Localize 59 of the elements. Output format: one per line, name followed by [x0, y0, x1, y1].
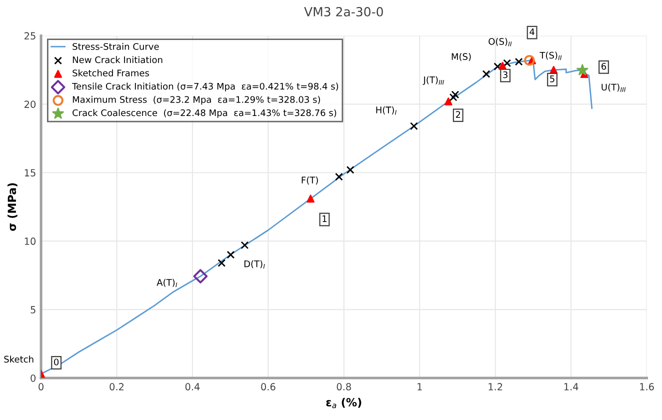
x-tick-label: 0.8 — [336, 383, 351, 390]
x-tick-label: 0.4 — [185, 383, 200, 390]
point — [335, 172, 343, 181]
point — [498, 62, 506, 70]
annotation: 0 — [54, 358, 59, 366]
annotation: D(T)$_{I}$ — [244, 260, 265, 269]
legend-label: New Crack Initiation — [72, 56, 162, 64]
annotation: F(T) — [302, 176, 318, 185]
point — [503, 59, 512, 68]
point — [449, 93, 458, 102]
point — [514, 58, 523, 66]
legend-label: Maximum Stress (σ=23.2 Mpa εa=1.29% t=328.03 s) — [72, 96, 320, 105]
point — [240, 241, 249, 250]
point — [482, 70, 490, 78]
y-axis-title: σ (MPa) — [8, 183, 18, 231]
point — [346, 166, 354, 174]
annotation: 3 — [503, 71, 508, 78]
point — [576, 64, 588, 76]
chart-title: VM3 2a-30-0 — [304, 6, 383, 16]
legend-label: Sketched Frames — [72, 69, 150, 76]
point — [218, 259, 226, 267]
legend-label: Stress-Strain Curve — [72, 42, 159, 50]
annotation: H(T)$_{I}$ — [376, 106, 397, 115]
point — [306, 194, 315, 203]
annotation: O(S)$_{II}$ — [488, 38, 512, 46]
x-tick-label: 0.6 — [261, 383, 276, 390]
point — [444, 97, 452, 106]
annotation: 2 — [456, 111, 460, 118]
x-tick-label: 0.2 — [110, 383, 124, 390]
annotation: 6 — [602, 62, 606, 70]
y-tick-label: 15 — [24, 169, 36, 176]
annotation: A(T)$_{I}$ — [156, 278, 178, 288]
x-axis-title: ε$_{a}$ (%) — [326, 398, 362, 408]
annotation: T(S)$_{II}$ — [540, 52, 562, 60]
point — [226, 250, 235, 259]
point — [494, 62, 502, 70]
x-tick-label: 1.4 — [564, 383, 578, 390]
annotation: 5 — [550, 76, 554, 82]
y-tick-label: 20 — [24, 100, 36, 108]
x-tick-label: 1.2 — [488, 383, 502, 390]
x-tick-label: 1 — [418, 383, 422, 390]
legend-label: Tensile Crack Initiation (σ=7.43 Mpa εa=0.421% t=98.4 s) — [72, 82, 338, 92]
point — [524, 54, 535, 66]
point — [410, 122, 418, 130]
annotation: 1 — [322, 215, 327, 222]
annotation: M(S) — [452, 53, 471, 62]
point — [451, 90, 460, 99]
point — [193, 269, 208, 284]
annotation: J(T)$_{III}$ — [422, 76, 444, 85]
y-tick-label: 5 — [30, 306, 36, 314]
y-tick-label: 10 — [24, 238, 36, 245]
annotation: 4 — [530, 28, 534, 36]
legend-label: Crack Coalescence (σ=22.48 Mpa εa=1.43% t=328.76 s) — [72, 109, 336, 118]
annotation: U(T)$_{III}$ — [602, 84, 626, 92]
x-tick-label: 1.6 — [640, 383, 654, 390]
x-tick-label: 0 — [38, 383, 44, 390]
annotation: Sketch — [4, 356, 34, 363]
y-tick-label: 0 — [30, 374, 36, 382]
y-tick-label: 25 — [24, 32, 36, 40]
